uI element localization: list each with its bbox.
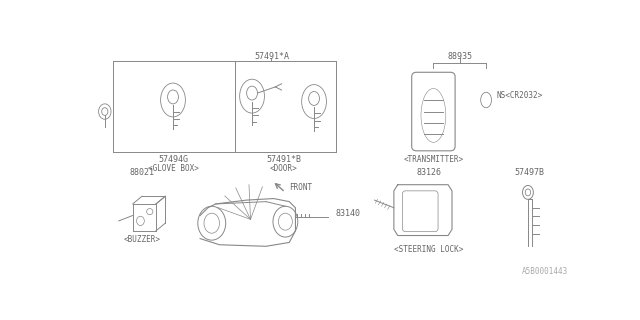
- Text: 83126: 83126: [416, 168, 441, 177]
- Text: NS<CR2032>: NS<CR2032>: [497, 91, 543, 100]
- Text: <BUZZER>: <BUZZER>: [124, 235, 161, 244]
- Polygon shape: [394, 185, 452, 236]
- Text: <GLOVE BOX>: <GLOVE BOX>: [148, 164, 198, 173]
- Text: <TRANSMITTER>: <TRANSMITTER>: [403, 156, 463, 164]
- Text: FRONT: FRONT: [289, 183, 312, 192]
- Text: 57491*B: 57491*B: [266, 156, 301, 164]
- Text: A5B0001443: A5B0001443: [522, 267, 568, 276]
- Text: <DOOR>: <DOOR>: [270, 164, 298, 173]
- Text: 57491*A: 57491*A: [254, 52, 289, 61]
- Text: <STEERING LOCK>: <STEERING LOCK>: [394, 245, 463, 254]
- Text: 88935: 88935: [447, 52, 472, 61]
- Text: 57494G: 57494G: [158, 156, 188, 164]
- Text: 57497B: 57497B: [515, 168, 545, 177]
- Text: 88021: 88021: [129, 168, 154, 177]
- Text: 83140: 83140: [336, 210, 361, 219]
